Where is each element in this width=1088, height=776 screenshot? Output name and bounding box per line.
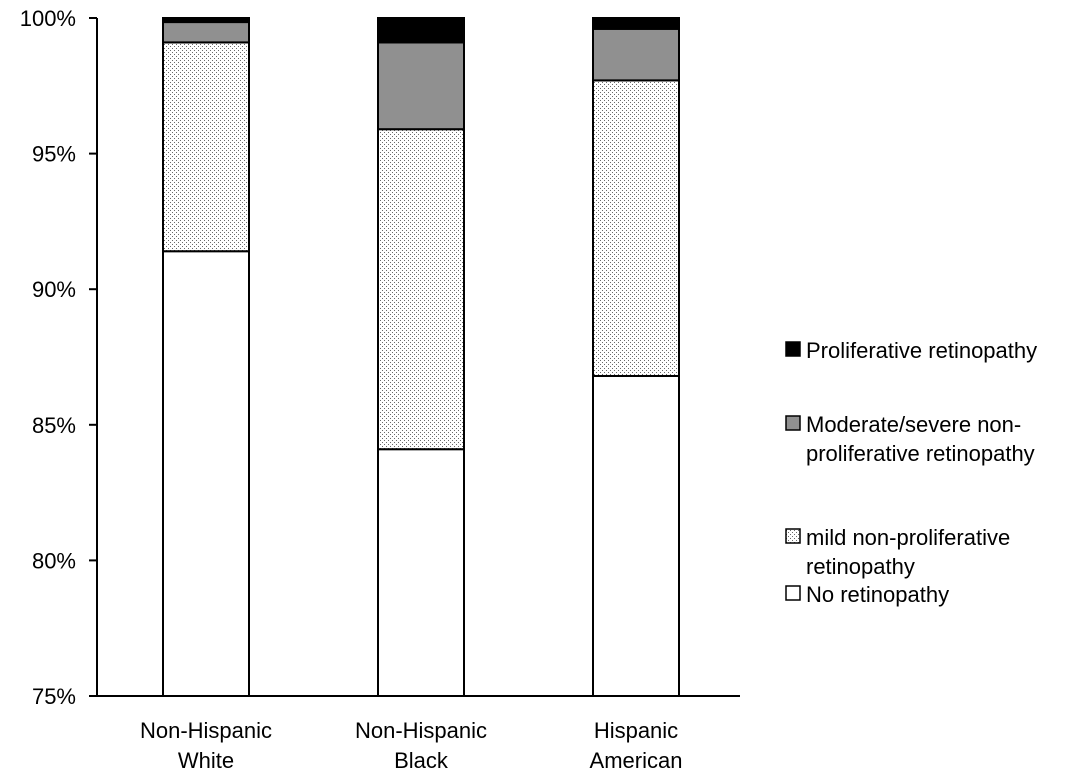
legend-swatch	[785, 585, 801, 601]
bar-segment-0-3	[162, 17, 250, 24]
legend-swatch	[785, 528, 801, 544]
legend-swatch	[785, 415, 801, 431]
bar-segment-2-2	[592, 27, 680, 82]
legend-label: Proliferative retinopathy	[806, 338, 1037, 363]
legend-label: Moderate/severe non-proliferative retino…	[806, 412, 1035, 466]
bar-segment-2-3	[592, 17, 680, 30]
x-category-label: Non-Hispanic Black	[355, 718, 487, 773]
bar-segment-1-0	[377, 448, 465, 698]
bar-segment-0-0	[162, 250, 250, 697]
y-tick-label: 85%	[32, 413, 76, 438]
bar-segment-1-1	[377, 128, 465, 451]
bar-segment-1-3	[377, 17, 465, 44]
bar-segment-1-2	[377, 41, 465, 131]
bars-group	[162, 17, 680, 698]
x-category-label: Non-Hispanic White	[140, 718, 272, 773]
bar-segment-0-1	[162, 41, 250, 253]
axes-group: 75% 80% 85% 90% 95% 100% Non-Hispanic White Non-…	[20, 6, 740, 773]
bar-segment-2-0	[592, 374, 680, 697]
legend-swatch	[785, 341, 801, 357]
y-tick-label: 90%	[32, 277, 76, 302]
legend-label: mild non-proliferative retinopathy	[806, 525, 1010, 579]
bar-segment-0-2	[162, 21, 250, 44]
legend: Proliferative retinopathy Moderate/severe…	[785, 338, 1037, 607]
bar-segment-2-1	[592, 79, 680, 377]
y-tick-label: 75%	[32, 684, 76, 709]
x-category-label: Hispanic American	[590, 718, 683, 773]
y-tick-label: 80%	[32, 548, 76, 573]
legend-label: No retinopathy	[806, 582, 949, 607]
y-tick-label: 100%	[20, 6, 76, 31]
y-tick-label: 95%	[32, 142, 76, 167]
